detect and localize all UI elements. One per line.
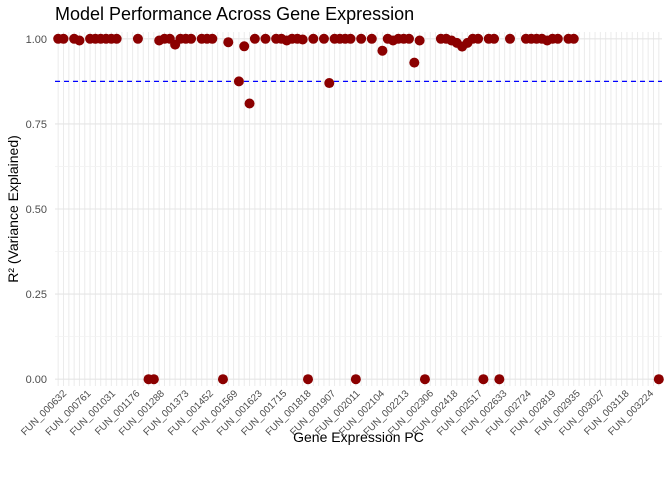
data-point xyxy=(568,33,579,44)
data-point xyxy=(303,374,314,385)
data-point xyxy=(409,57,420,68)
data-point xyxy=(478,374,489,385)
data-point xyxy=(239,41,250,52)
data-point xyxy=(414,35,425,46)
data-point xyxy=(377,45,388,56)
data-point xyxy=(223,37,234,48)
data-point xyxy=(504,33,515,44)
y-tick-label: 0.00 xyxy=(26,374,47,386)
data-point xyxy=(58,33,69,44)
data-point xyxy=(403,33,414,44)
y-tick-label: 0.75 xyxy=(26,119,47,131)
data-point xyxy=(260,33,271,44)
data-point xyxy=(356,33,367,44)
data-point xyxy=(186,33,197,44)
y-tick-label: 1.00 xyxy=(26,34,47,46)
data-point xyxy=(249,33,260,44)
data-point xyxy=(148,374,159,385)
data-point xyxy=(494,374,505,385)
data-point xyxy=(324,78,335,89)
data-point xyxy=(419,374,430,385)
data-point xyxy=(244,98,255,109)
data-point xyxy=(233,76,244,87)
y-axis-title: R² (Variance Explained) xyxy=(5,135,21,283)
data-point xyxy=(297,34,308,45)
data-point xyxy=(74,35,85,46)
data-point xyxy=(207,33,218,44)
data-point xyxy=(552,33,563,44)
data-point xyxy=(489,33,500,44)
data-point xyxy=(366,33,377,44)
data-point xyxy=(653,374,664,385)
x-axis-title: Gene Expression PC xyxy=(293,429,424,445)
data-point xyxy=(345,33,356,44)
y-tick-label: 0.50 xyxy=(26,204,47,216)
data-point xyxy=(217,374,228,385)
data-point xyxy=(308,33,319,44)
y-tick-label: 0.25 xyxy=(26,289,47,301)
data-point xyxy=(132,33,143,44)
chart-title: Model Performance Across Gene Expression xyxy=(55,4,415,24)
data-point xyxy=(318,33,329,44)
data-point xyxy=(111,33,122,44)
data-point xyxy=(473,33,484,44)
data-point xyxy=(350,374,361,385)
